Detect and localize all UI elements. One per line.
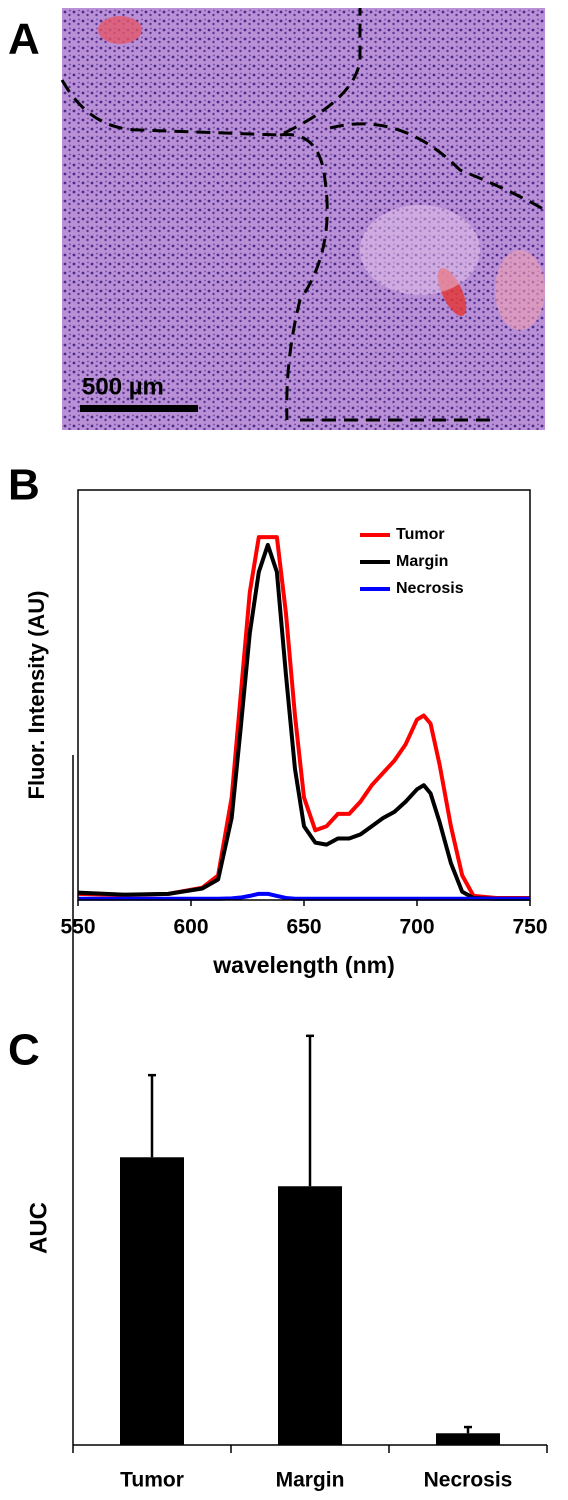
bar: [278, 1186, 342, 1445]
scale-bar-label: 500 µm: [82, 373, 164, 400]
x-tick-label: 600: [173, 916, 208, 939]
x-tick-label: Necrosis: [424, 1469, 513, 1492]
legend-label: Margin: [396, 553, 448, 570]
panel-label: A: [8, 15, 40, 64]
x-tick-label: Margin: [276, 1469, 345, 1492]
y-axis-label: AUC: [25, 1202, 52, 1254]
panel-label: C: [8, 1026, 40, 1075]
bar: [436, 1433, 500, 1445]
x-tick-label: 650: [286, 916, 321, 939]
legend-label: Necrosis: [396, 580, 464, 597]
x-axis-label: wavelength (nm): [212, 952, 394, 978]
legend-label: Tumor: [396, 526, 445, 543]
x-tick-label: Tumor: [120, 1469, 184, 1492]
line-series: [78, 891, 530, 901]
y-axis-label: Fluor. Intensity (AU): [24, 591, 49, 800]
plot-frame: [77, 489, 531, 901]
x-tick-label: 750: [512, 916, 547, 939]
line-series: [77, 542, 530, 901]
bar: [120, 1157, 184, 1445]
line-series: [77, 535, 530, 900]
histology-image: [60, 8, 546, 430]
x-tick-label: 550: [60, 916, 95, 939]
x-tick-label: 700: [399, 916, 434, 939]
panel-label: B: [8, 461, 40, 510]
